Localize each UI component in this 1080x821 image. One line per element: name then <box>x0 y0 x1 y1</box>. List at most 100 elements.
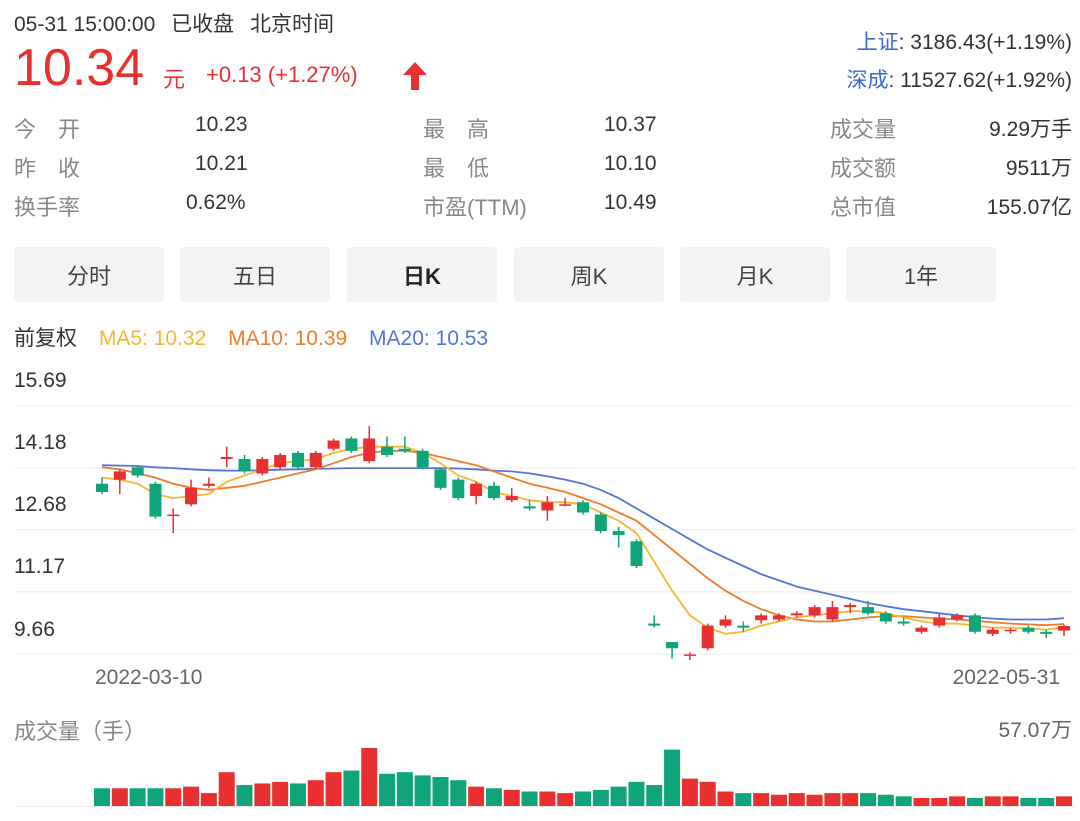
trade-status: 05-31 15:00:00 已收盘 北京时间 <box>14 8 344 38</box>
candle-body <box>345 438 358 451</box>
candle-body <box>274 454 287 468</box>
tab-monthly-k[interactable]: 月K <box>680 247 830 302</box>
ma10-line <box>101 449 1065 627</box>
candle-body <box>790 613 803 616</box>
tab-one-year[interactable]: 1年 <box>846 247 996 302</box>
candle-body <box>648 623 661 626</box>
candle-body <box>951 615 964 620</box>
ma20-line <box>101 464 1065 621</box>
volume-bar <box>325 772 342 806</box>
pe-label: 市盈(TTM) <box>423 195 527 220</box>
volume-bar <box>183 786 200 806</box>
volume-bar <box>664 749 681 806</box>
volume-bar <box>788 793 805 806</box>
candle-body <box>416 450 429 468</box>
volume-bar <box>735 793 752 806</box>
volume-bar <box>806 794 823 806</box>
candle-body <box>1058 626 1070 631</box>
volume-bar <box>753 793 770 806</box>
adjust-mode[interactable]: 前复权 <box>14 327 77 350</box>
volume-bar <box>984 796 1001 806</box>
volume-bar <box>842 793 859 806</box>
low-value: 10.10 <box>604 152 657 175</box>
volume-bar <box>949 796 966 806</box>
volume-bar <box>165 788 182 806</box>
volume-bar <box>236 785 253 806</box>
candle-body <box>879 613 892 622</box>
index-value: : 3186.43(+1.19%) <box>898 31 1072 54</box>
mktcap-label: 总市值 <box>830 195 897 220</box>
timezone: 北京时间 <box>249 13 334 36</box>
volume-bar <box>575 791 591 806</box>
volume-bar <box>966 797 983 806</box>
prev-close-value: 10.21 <box>195 152 248 175</box>
volume-bar <box>272 781 289 806</box>
index-shanghai[interactable]: 上证: 3186.43(+1.19%) <box>857 26 1072 56</box>
volume-bar <box>94 788 110 806</box>
volume-bar <box>218 772 235 806</box>
index-shenzhen[interactable]: 深成: 11527.62(+1.92%) <box>847 64 1073 94</box>
volume-chart[interactable] <box>0 740 1080 810</box>
x-start-date: 2022-03-10 <box>95 666 203 689</box>
candle-body <box>309 452 322 468</box>
candle-body <box>363 438 376 462</box>
candle-body <box>612 531 625 536</box>
candle-body <box>167 514 180 517</box>
y-tick-label: 9.66 <box>14 618 55 641</box>
y-tick-label: 12.68 <box>14 493 67 516</box>
candle-body <box>986 629 999 634</box>
candle-body <box>291 452 304 468</box>
tab-five-day[interactable]: 五日 <box>180 247 330 302</box>
volume-bar <box>468 786 485 806</box>
candle-body <box>470 483 483 497</box>
volume-bar <box>307 780 324 806</box>
candle-body <box>666 642 679 649</box>
volume-bar <box>379 773 396 806</box>
volume-value: 9.29万手 <box>989 118 1072 141</box>
volume-bar <box>717 791 734 806</box>
volume-bar <box>877 794 894 806</box>
candle-body <box>772 615 785 620</box>
candle-body <box>523 506 536 509</box>
tab-weekly-k[interactable]: 周K <box>514 247 664 302</box>
tab-daily-k[interactable]: 日K <box>347 247 497 302</box>
volume-bar <box>521 791 538 806</box>
volume-bar <box>414 775 431 806</box>
volume-bar <box>343 770 360 806</box>
price-unit: 元 <box>163 67 186 92</box>
candle-body <box>113 471 126 480</box>
pe-value: 10.49 <box>604 191 657 214</box>
candle-body <box>381 446 394 455</box>
ma10-legend: MA10: 10.39 <box>228 327 348 350</box>
volume-bar <box>681 778 698 806</box>
low-label: 最 低 <box>423 156 490 181</box>
tab-intraday[interactable]: 分时 <box>14 247 164 302</box>
volume-bar <box>1020 797 1037 806</box>
candle-body <box>1040 631 1053 634</box>
amount-value: 9511万 <box>1005 157 1072 180</box>
candle-body <box>968 615 981 632</box>
high-value: 10.37 <box>604 113 657 136</box>
candle-body <box>202 483 215 486</box>
index-name[interactable]: 深成 <box>846 69 889 92</box>
candle-body <box>701 625 714 649</box>
candle-body <box>559 504 572 506</box>
index-name[interactable]: 上证 <box>856 31 899 54</box>
current-price: 10.34 <box>14 39 145 97</box>
volume-bar <box>485 788 502 806</box>
candle-body <box>897 621 910 624</box>
candle-body <box>933 617 946 626</box>
up-arrow-icon <box>403 62 427 90</box>
candle-body <box>577 502 589 513</box>
candle-body <box>185 487 198 505</box>
open-label: 今 开 <box>14 117 81 142</box>
volume-bar <box>147 788 164 806</box>
candle-body <box>487 485 500 499</box>
kline-chart[interactable] <box>0 380 1080 660</box>
volume-bar <box>895 796 912 806</box>
y-tick-label: 14.18 <box>14 431 67 454</box>
candle-body <box>149 483 162 517</box>
high-label: 最 高 <box>423 117 490 142</box>
volume-bar <box>628 781 645 806</box>
volume-bar <box>1038 797 1055 806</box>
